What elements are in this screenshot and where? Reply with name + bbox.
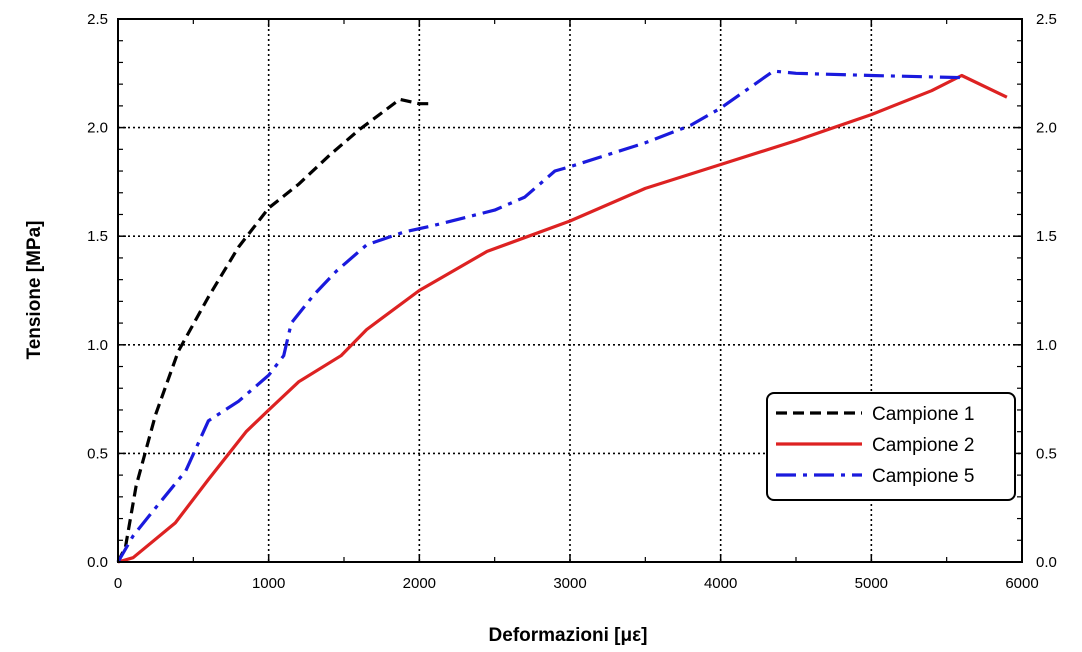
x-tick-label: 2000 (403, 575, 436, 592)
y-tick-label-left: 1.5 (87, 228, 108, 245)
series-lines (116, 69, 1008, 564)
axis-ticks (117, 18, 1023, 563)
series-line-campione-2 (117, 73, 1008, 564)
legend-label-campione-1: Campione 1 (872, 404, 974, 425)
legend: Campione 1 Campione 2 Campione 5 (766, 392, 1016, 501)
x-tick-label: 4000 (704, 575, 737, 592)
legend-label-campione-2: Campione 2 (872, 435, 974, 456)
x-tick-label: 0 (114, 575, 122, 592)
legend-label-campione-5: Campione 5 (872, 466, 974, 487)
x-tick-label: 1000 (252, 575, 285, 592)
x-tick-label: 3000 (553, 575, 586, 592)
y-tick-label-right: 1.5 (1036, 228, 1057, 245)
x-axis-title: Deformazioni [με] (489, 625, 648, 646)
y-tick-label-left: 0.5 (87, 445, 108, 462)
y-tick-label-right: 2.5 (1036, 11, 1057, 28)
y-tick-label-right: 0.5 (1036, 445, 1057, 462)
series-line-campione-1 (116, 97, 430, 563)
x-tick-label: 6000 (1005, 575, 1038, 592)
y-tick-label-right: 1.0 (1036, 337, 1057, 354)
y-tick-label-right: 0.0 (1036, 554, 1057, 571)
x-tick-label: 5000 (855, 575, 888, 592)
y-tick-label-left: 2.0 (87, 120, 108, 137)
tick-labels: 0 1000 2000 3000 4000 5000 6000 0.0 0.0 0.5 0.5 1.0… (87, 11, 1057, 592)
y-tick-label-right: 2.0 (1036, 120, 1057, 137)
series-line-campione-5 (116, 69, 962, 563)
legend-box (766, 392, 1016, 501)
y-tick-label-left: 2.5 (87, 11, 108, 28)
y-tick-label-left: 1.0 (87, 337, 108, 354)
y-tick-label-left: 0.0 (87, 554, 108, 571)
y-axis-title: Tensione [MPa] (24, 221, 45, 360)
